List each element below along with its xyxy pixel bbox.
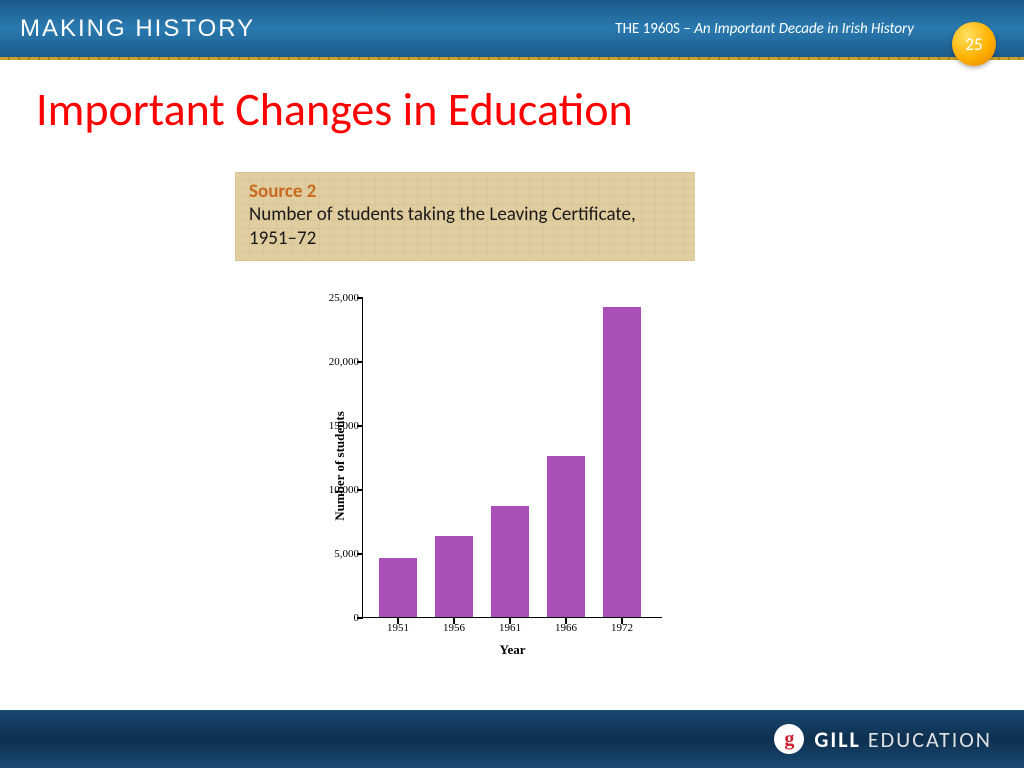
chart-bar: [547, 456, 585, 617]
chart-bar: [435, 536, 473, 617]
publisher-name-bold: GILL: [814, 726, 861, 753]
x-axis-label: Year: [363, 642, 662, 658]
chapter-subtitle: THE 1960S – An Important Decade in Irish…: [615, 20, 914, 38]
subtitle-italic: An Important Decade in Irish History: [694, 20, 914, 38]
slide-title: Important Changes in Education: [36, 82, 1024, 138]
y-tick-mark: [357, 617, 363, 619]
source-label: Source 2: [249, 180, 681, 203]
publisher-logo: g GILL EDUCATION: [774, 724, 992, 754]
publisher-icon: g: [774, 724, 804, 754]
chart-plot-area: Number of students Year 05,00010,00015,0…: [362, 298, 662, 618]
x-tick-label: 1966: [536, 622, 596, 634]
y-tick-mark: [357, 553, 363, 555]
chart-bar: [491, 506, 529, 617]
y-tick-label: 15,000: [319, 420, 359, 432]
slide-footer: g GILL EDUCATION: [0, 710, 1024, 768]
y-tick-mark: [357, 297, 363, 299]
bar-chart: Number of students Year 05,00010,00015,0…: [280, 290, 700, 670]
y-tick-label: 5,000: [319, 548, 359, 560]
publisher-name-light: EDUCATION: [861, 726, 992, 753]
x-tick-label: 1961: [480, 622, 540, 634]
y-tick-label: 20,000: [319, 356, 359, 368]
slide-header: MAKING HISTORY THE 1960S – An Important …: [0, 0, 1024, 60]
page-number-badge: 25: [952, 22, 996, 66]
chart-bar: [603, 307, 641, 617]
publisher-name: GILL EDUCATION: [814, 726, 992, 753]
y-tick-label: 0: [319, 612, 359, 624]
chart-bar: [379, 558, 417, 617]
x-tick-label: 1972: [592, 622, 652, 634]
source-text: Number of students taking the Leaving Ce…: [249, 203, 681, 251]
y-tick-mark: [357, 425, 363, 427]
subtitle-prefix: THE 1960S –: [615, 20, 694, 38]
y-tick-label: 10,000: [319, 484, 359, 496]
y-tick-mark: [357, 361, 363, 363]
y-tick-mark: [357, 489, 363, 491]
y-tick-label: 25,000: [319, 292, 359, 304]
source-box: Source 2 Number of students taking the L…: [235, 172, 695, 261]
x-tick-label: 1951: [368, 622, 428, 634]
x-tick-label: 1956: [424, 622, 484, 634]
brand-logo: MAKING HISTORY: [20, 15, 255, 43]
